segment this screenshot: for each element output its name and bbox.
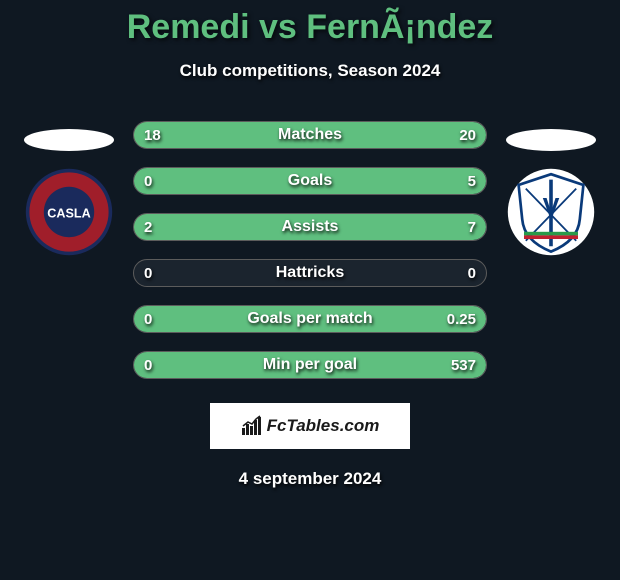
stat-label: Hattricks	[134, 260, 486, 286]
stat-row: 27Assists	[133, 213, 487, 241]
source-logo-text: FcTables.com	[267, 416, 380, 436]
team-right-crest: V	[506, 167, 596, 257]
svg-text:V: V	[543, 194, 560, 222]
svg-text:CASLA: CASLA	[47, 206, 90, 220]
source-logo: FcTables.com	[210, 403, 410, 449]
bars-icon	[241, 415, 263, 437]
stat-label: Matches	[134, 122, 486, 148]
stat-label: Assists	[134, 214, 486, 240]
shadow-ellipse	[24, 129, 114, 151]
stat-row: 05Goals	[133, 167, 487, 195]
stat-row: 00.25Goals per match	[133, 305, 487, 333]
subtitle: Club competitions, Season 2024	[0, 61, 620, 81]
team-left: CASLA	[9, 121, 129, 257]
stat-label: Goals	[134, 168, 486, 194]
stat-label: Min per goal	[134, 352, 486, 378]
stat-row: 00Hattricks	[133, 259, 487, 287]
shadow-ellipse	[506, 129, 596, 151]
page-title: Remedi vs FernÃ¡ndez	[0, 8, 620, 47]
stat-label: Goals per match	[134, 306, 486, 332]
stat-bars: 1820Matches 05Goals 27Assists 00Hattricks 00…	[129, 121, 491, 379]
date: 4 september 2024	[0, 469, 620, 489]
team-left-crest: CASLA	[24, 167, 114, 257]
stat-row: 1820Matches	[133, 121, 487, 149]
team-right: V	[491, 121, 611, 257]
comparison-area: CASLA 1820Matches 05Goals 27Assists 00Hattr…	[0, 121, 620, 379]
stat-row: 0537Min per goal	[133, 351, 487, 379]
